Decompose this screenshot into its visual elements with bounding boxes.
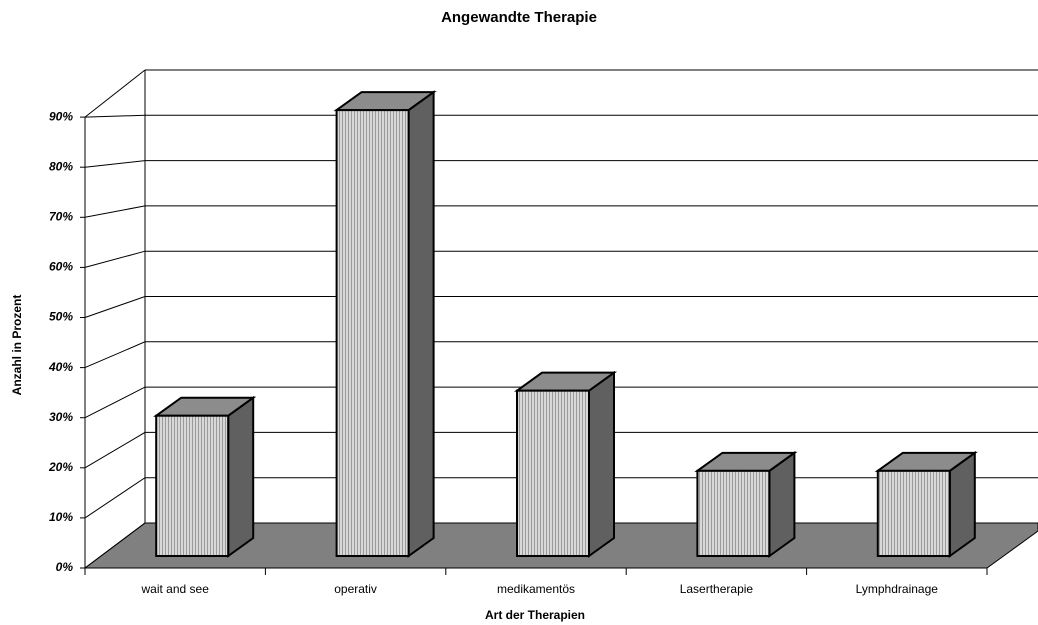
y-tick-label: 70% (49, 209, 73, 223)
y-tick-label: 80% (49, 159, 73, 173)
y-tick-label: 30% (49, 410, 73, 424)
grid-line (84, 205, 1038, 218)
chart-title: Angewandte Therapie (441, 9, 597, 26)
x-axis-label: Art der Therapien (485, 608, 585, 622)
x-tick-label: wait and see (141, 582, 210, 596)
x-tick-label: operativ (334, 582, 377, 596)
grid-line (84, 250, 1038, 268)
side-wall-top (84, 69, 146, 118)
y-tick-label: 20% (48, 460, 73, 474)
grid-line (84, 114, 1038, 118)
y-tick-label: 50% (49, 310, 73, 324)
x-tick-label: Lymphdrainage (856, 582, 939, 596)
y-axis-label: Anzahl in Prozent (10, 295, 24, 396)
bar (876, 469, 951, 557)
y-tick-label: 60% (49, 260, 73, 274)
bar (335, 109, 410, 558)
y-tick-label: 0% (56, 560, 74, 574)
y-tick-label: 90% (49, 109, 73, 123)
grid-line (84, 431, 1038, 469)
grid-line (84, 341, 1038, 369)
bar (155, 414, 230, 557)
bar-side (227, 395, 255, 558)
bar-side (407, 90, 435, 558)
x-tick-label: Lasertherapie (680, 582, 754, 596)
x-tick-label: medikamentös (497, 582, 575, 596)
y-tick-label: 40% (48, 360, 73, 374)
grid-line (84, 160, 1038, 168)
bar (516, 389, 590, 558)
y-tick-label: 10% (49, 510, 73, 524)
grid-line (84, 386, 1038, 419)
bar-side (588, 370, 615, 558)
bar (696, 469, 771, 557)
grid-line (84, 296, 1038, 318)
